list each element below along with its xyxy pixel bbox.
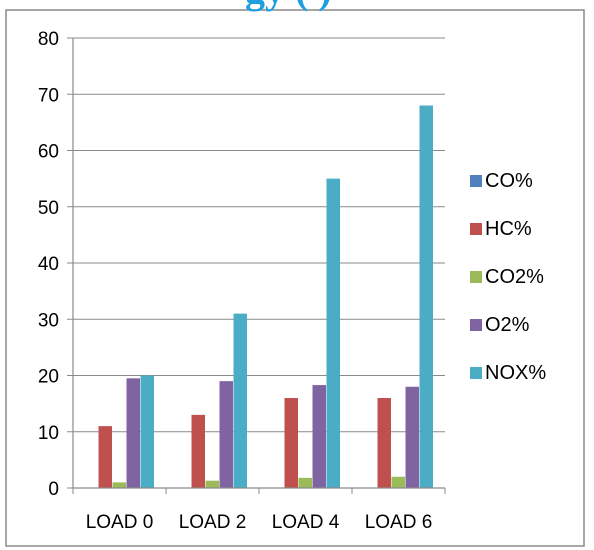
y-tick-label: 60 bbox=[38, 142, 59, 163]
legend-label: CO2% bbox=[485, 266, 544, 288]
bar-hc-pct-1 bbox=[98, 426, 112, 488]
y-tick-label: 50 bbox=[38, 198, 59, 219]
y-tick-label: 80 bbox=[38, 29, 59, 50]
bar-co2-pct-4 bbox=[391, 476, 405, 488]
legend-label: NOX% bbox=[485, 362, 546, 384]
x-tick-label: LOAD 6 bbox=[365, 512, 433, 533]
y-tick-label: 30 bbox=[38, 310, 59, 331]
bar-o2-pct-4 bbox=[405, 386, 419, 488]
bar-hc-pct-3 bbox=[284, 398, 298, 488]
legend-label: O2% bbox=[485, 314, 530, 336]
bar-nox-pct-2 bbox=[233, 313, 247, 488]
bar-o2-pct-3 bbox=[312, 385, 326, 488]
bar-nox-pct-3 bbox=[326, 178, 340, 488]
x-tick-label: LOAD 2 bbox=[179, 512, 247, 533]
legend-swatch bbox=[470, 223, 482, 235]
x-tick-label: LOAD 0 bbox=[86, 512, 154, 533]
legend-swatch bbox=[470, 271, 482, 283]
legend-label: CO% bbox=[485, 170, 533, 192]
legend: CO% HC% CO2% O2% NOX% bbox=[470, 170, 546, 384]
y-axis-ticks: 0 10 20 30 40 50 60 70 80 bbox=[38, 29, 73, 500]
y-tick-label: 40 bbox=[38, 254, 59, 275]
bar-o2-pct-1 bbox=[126, 378, 140, 488]
x-tick-label: LOAD 4 bbox=[272, 512, 340, 533]
y-tick-label: 10 bbox=[38, 423, 59, 444]
bar-co2-pct-2 bbox=[205, 480, 219, 488]
legend-swatch bbox=[470, 319, 482, 331]
bar-co2-pct-1 bbox=[112, 482, 126, 488]
bars bbox=[98, 105, 433, 488]
chart-title-fragment: gy ( ) bbox=[245, 0, 332, 12]
legend-swatch bbox=[470, 175, 482, 187]
bar-nox-pct-4 bbox=[419, 105, 433, 488]
bar-nox-pct-1 bbox=[140, 375, 154, 488]
legend-swatch bbox=[470, 367, 482, 379]
bar-hc-pct-4 bbox=[377, 398, 391, 488]
bar-o2-pct-2 bbox=[219, 381, 233, 488]
x-axis-ticks: LOAD 0 LOAD 2 LOAD 4 LOAD 6 bbox=[72, 488, 446, 533]
y-tick-label: 20 bbox=[38, 367, 59, 388]
legend-label: HC% bbox=[485, 218, 532, 240]
bar-co2-pct-3 bbox=[298, 477, 312, 488]
y-tick-label: 0 bbox=[48, 479, 59, 500]
y-tick-label: 70 bbox=[38, 85, 59, 106]
bar-hc-pct-2 bbox=[191, 414, 205, 488]
